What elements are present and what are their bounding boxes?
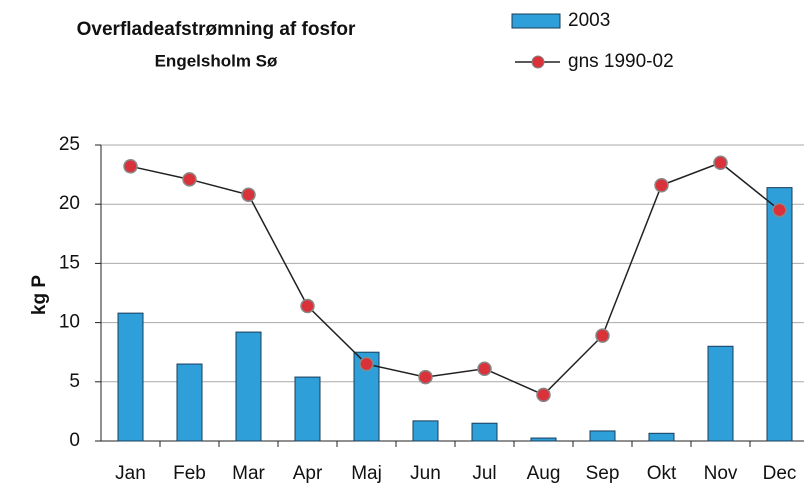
marker bbox=[418, 369, 433, 385]
chart-title: Overfladeafstrømning af fosfor bbox=[77, 19, 356, 40]
marker bbox=[123, 159, 138, 174]
x-tick-label: Dec bbox=[763, 463, 797, 484]
marker bbox=[536, 387, 551, 403]
y-tick-label: 5 bbox=[69, 371, 80, 392]
bar bbox=[176, 363, 203, 442]
marker bbox=[595, 328, 610, 343]
marker bbox=[772, 202, 787, 218]
marker bbox=[713, 155, 728, 171]
legend-swatch-marker bbox=[531, 55, 545, 69]
marker bbox=[477, 361, 492, 377]
x-tick-label: Feb bbox=[173, 463, 206, 484]
y-axis-label: kg P bbox=[29, 275, 50, 315]
x-tick-label: Nov bbox=[704, 463, 738, 484]
marker bbox=[300, 298, 315, 314]
y-tick-label: 25 bbox=[59, 134, 80, 155]
x-tick-label: Jan bbox=[115, 463, 146, 484]
marker bbox=[182, 172, 197, 187]
x-tick-label: Aug bbox=[527, 463, 561, 484]
bar bbox=[294, 376, 321, 442]
bar bbox=[117, 312, 144, 442]
legend-label: 2003 bbox=[568, 10, 610, 31]
y-tick-label: 0 bbox=[69, 430, 80, 451]
bar bbox=[589, 430, 616, 442]
line bbox=[130, 161, 780, 396]
bar bbox=[235, 331, 262, 442]
y-tick-label: 20 bbox=[59, 193, 80, 214]
x-tick-label: Okt bbox=[647, 463, 677, 484]
x-tick-label: Maj bbox=[351, 463, 382, 484]
chart-subtitle: Engelsholm Sø bbox=[155, 51, 278, 70]
bar bbox=[766, 187, 793, 442]
bar bbox=[707, 345, 734, 442]
bar bbox=[412, 420, 439, 442]
legend-swatch-bar bbox=[511, 13, 561, 29]
x-tick-label: Jul bbox=[472, 463, 496, 484]
y-tick-label: 10 bbox=[59, 312, 80, 333]
bar bbox=[530, 437, 557, 442]
x-tick-label: Jun bbox=[410, 463, 441, 484]
marker bbox=[241, 187, 256, 202]
legend-label: gns 1990-02 bbox=[568, 51, 674, 72]
x-tick-label: Apr bbox=[293, 463, 323, 484]
y-tick-label: 15 bbox=[59, 252, 80, 273]
bar bbox=[471, 422, 498, 442]
x-tick-label: Sep bbox=[586, 463, 620, 484]
x-tick-label: Mar bbox=[232, 463, 265, 484]
bar bbox=[648, 432, 675, 442]
marker bbox=[359, 356, 374, 372]
marker bbox=[654, 178, 669, 193]
